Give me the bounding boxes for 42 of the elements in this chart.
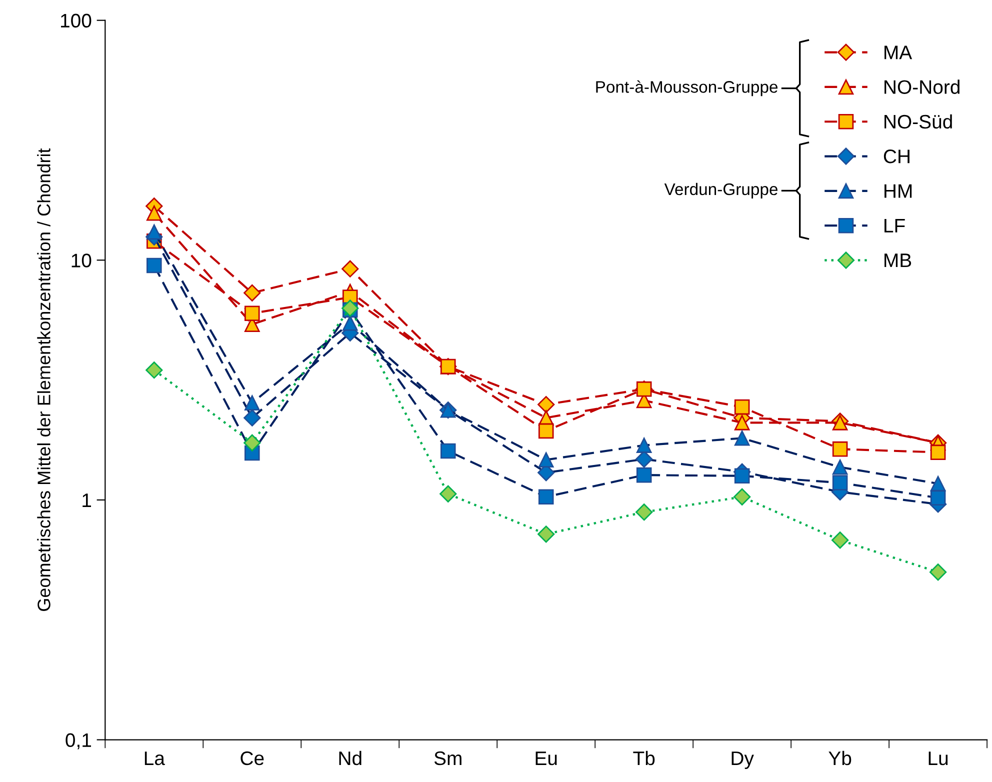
point (440, 358, 456, 374)
x-tick-label: Ce (240, 751, 264, 766)
point (244, 284, 261, 302)
y-tick-label: 1 (82, 494, 92, 508)
legend-label: LF (884, 219, 905, 232)
point (832, 532, 849, 549)
x-tick-label: Nd (339, 750, 362, 766)
x-tick-label: Eu (536, 752, 557, 766)
point (538, 396, 555, 414)
x-tick-label: Lu (928, 752, 948, 766)
annotation: Verdun-Gruppe (664, 182, 778, 198)
point (734, 488, 751, 506)
point (244, 434, 261, 452)
point (538, 423, 554, 439)
legend-label: NO-Nord (884, 80, 960, 94)
x-tick-label: Tb (633, 750, 655, 766)
annotation: Pont-à-Mousson-Gruppe (596, 80, 778, 96)
legend-label: MB (884, 254, 912, 268)
point (440, 485, 457, 502)
x-tick-label: Dy (732, 752, 754, 770)
point (930, 444, 946, 460)
y-axis-title: Geometrisches Mittel der Elementkonzentration / Chondrit (37, 148, 50, 611)
y-tick-label: 0,1 (66, 733, 92, 750)
legend-label: CH (884, 150, 910, 164)
legend-label: NO-Süd (884, 114, 952, 129)
point (832, 441, 848, 457)
point (146, 362, 163, 379)
legend-label: MA (884, 46, 912, 60)
point (538, 526, 555, 543)
y-tick-label: 100 (61, 14, 92, 28)
point (929, 564, 947, 581)
x-tick-label: Sm (434, 751, 462, 766)
point (244, 306, 260, 321)
legend-label: HM (884, 184, 912, 198)
x-tick-label: La (144, 752, 165, 766)
point (146, 206, 162, 221)
point (734, 415, 750, 430)
point (342, 260, 359, 278)
y-tick-label: 10 (72, 254, 92, 268)
point (636, 504, 653, 521)
point (734, 399, 750, 415)
x-tick-label: Yb (828, 750, 852, 766)
